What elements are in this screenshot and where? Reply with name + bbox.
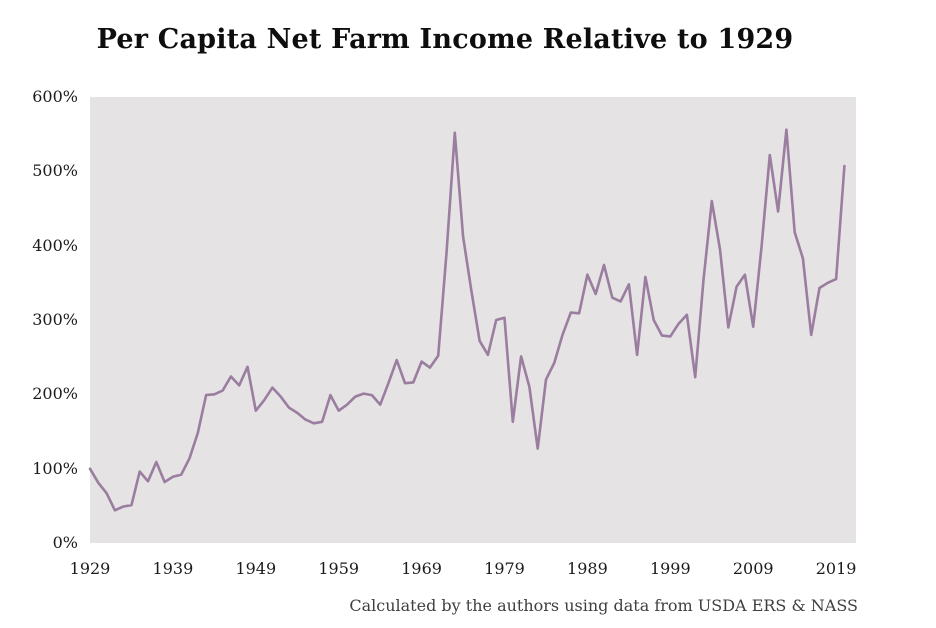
x-tick-label: 1939 (152, 559, 194, 578)
y-tick-label: 0% (52, 533, 78, 552)
x-tick-label: 2009 (732, 559, 774, 578)
chart-title: Per Capita Net Farm Income Relative to 1… (96, 24, 794, 55)
x-tick-label: 1949 (235, 559, 277, 578)
y-tick-label: 500% (32, 161, 78, 181)
y-axis: 0% 100% 200% 300% 400% 500% 600% (0, 0, 80, 628)
x-tick-label: 1969 (401, 559, 442, 578)
source-caption: Calculated by the authors using data fro… (349, 596, 858, 615)
x-tick-label: 1999 (649, 559, 691, 578)
x-tick-label: 1989 (567, 559, 608, 578)
x-tick-label: 1959 (318, 559, 360, 578)
y-tick-label: 300% (32, 310, 78, 329)
x-tick-label: 2019 (815, 559, 857, 578)
x-tick-label: 1929 (69, 559, 111, 578)
income-line (88, 128, 846, 512)
y-tick-label: 600% (32, 87, 78, 106)
y-tick-label: 400% (32, 235, 78, 255)
y-tick-label: 100% (32, 458, 78, 478)
x-tick-label: 1979 (484, 559, 525, 578)
y-tick-label: 200% (32, 384, 78, 404)
